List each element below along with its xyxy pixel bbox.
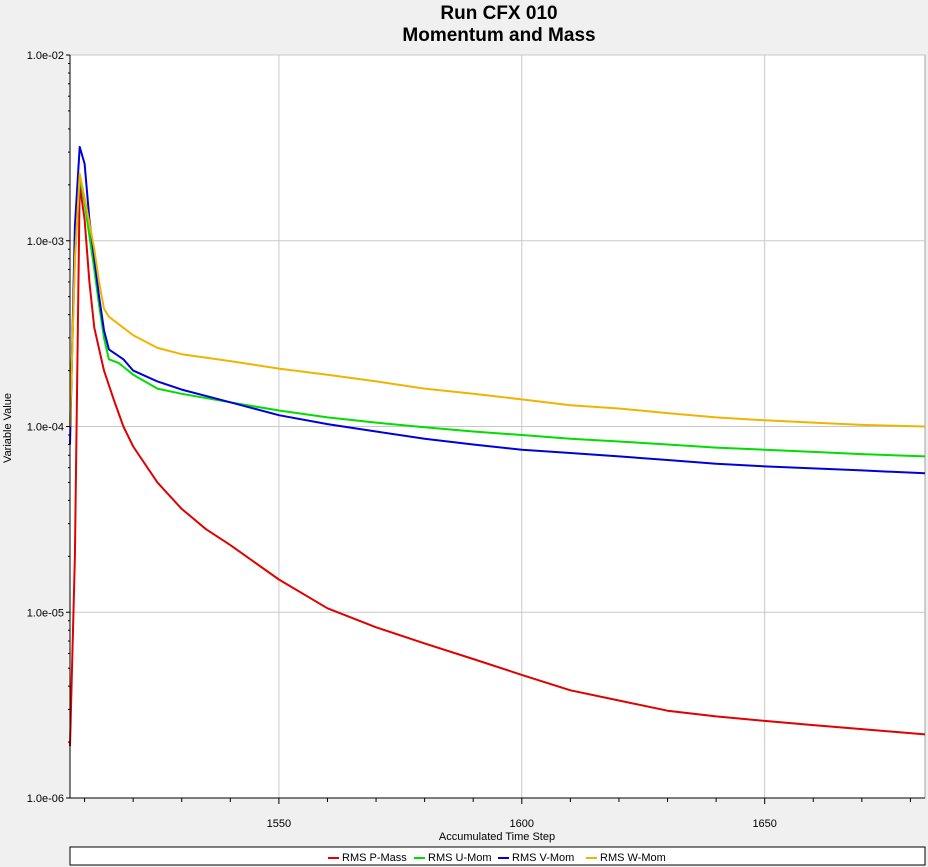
x-tick-label: 1600 [510,818,534,830]
y-axis-label: Variable Value [2,393,14,463]
series-layer [69,145,926,747]
series-line-4 [69,172,926,428]
legend: RMS P-Mass RMS U-Mom RMS V-Mom RMS W-Mom [328,852,666,864]
legend-item[interactable]: RMS U-Mom [414,852,492,864]
chart-title: Run CFX 010 [440,3,557,24]
axis-ticks: 1.0e-02 1.0e-03 1.0e-04 1.0e-05 1.0e-06 1550 1… [27,50,925,830]
x-axis-label: Accumulated Time Step [439,831,555,843]
legend-item[interactable]: RMS W-Mom [586,852,666,864]
y-tick-label: 1.0e-02 [27,50,64,62]
legend-box [69,846,926,866]
y-tick-label: 1.0e-05 [27,607,64,619]
x-tick-label: 1550 [267,818,291,830]
legend-label: RMS W-Mom [600,852,666,864]
legend-label: RMS P-Mass [342,852,407,864]
x-tick-label: 1650 [752,818,776,830]
series-line-2 [69,176,926,458]
legend-item[interactable]: RMS P-Mass [328,852,407,864]
y-tick-label: 1.0e-03 [27,236,64,248]
chart-subtitle: Momentum and Mass [402,25,595,46]
y-tick-label: 1.0e-04 [27,422,64,434]
legend-item[interactable]: RMS V-Mom [498,852,574,864]
legend-label: RMS U-Mom [428,852,492,864]
legend-label: RMS V-Mom [512,852,574,864]
series-line-1 [69,183,926,747]
y-tick-label: 1.0e-06 [27,793,64,805]
